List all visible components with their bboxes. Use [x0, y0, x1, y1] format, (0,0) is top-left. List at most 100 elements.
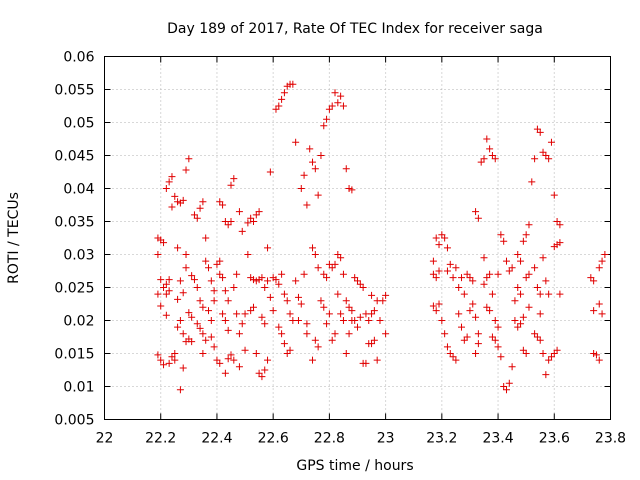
data-point — [309, 158, 317, 166]
data-point — [331, 330, 339, 338]
data-point — [179, 330, 187, 338]
data-point — [601, 251, 609, 258]
data-point — [370, 336, 378, 344]
data-point — [182, 338, 190, 346]
y-tick-label: 0.035 — [54, 215, 94, 231]
data-point — [157, 302, 165, 310]
data-point — [449, 274, 457, 282]
data-point — [429, 257, 437, 265]
data-point — [435, 300, 443, 308]
data-point — [280, 340, 288, 348]
data-point — [207, 317, 215, 324]
data-point — [157, 356, 165, 364]
data-point — [230, 175, 238, 183]
data-point — [210, 343, 218, 351]
data-point — [174, 244, 182, 252]
data-point — [154, 290, 162, 298]
data-point — [171, 192, 179, 200]
x-tick-label: 22.8 — [314, 431, 345, 447]
y-tick-label: 0.01 — [63, 380, 94, 396]
data-point — [429, 302, 437, 310]
data-point — [376, 317, 384, 324]
data-point — [165, 178, 173, 186]
y-tick-label: 0.02 — [63, 314, 94, 330]
plot-frame — [104, 56, 611, 420]
data-point — [522, 350, 530, 357]
data-point — [472, 350, 480, 357]
y-tick-label: 0.025 — [54, 281, 94, 297]
data-point — [458, 323, 466, 331]
x-tick-label: 23.6 — [539, 431, 570, 447]
data-point — [199, 330, 207, 338]
data-point — [528, 178, 536, 186]
data-point — [221, 369, 229, 377]
data-point — [494, 270, 502, 278]
data-point — [174, 323, 182, 331]
data-point — [202, 234, 210, 242]
data-point — [154, 251, 162, 258]
data-point — [536, 290, 544, 298]
data-point — [511, 297, 519, 305]
data-point — [241, 346, 249, 354]
data-point — [233, 270, 241, 278]
data-point — [199, 350, 207, 357]
data-point — [297, 185, 305, 192]
data-point — [244, 219, 252, 227]
data-point — [205, 264, 213, 272]
data-point — [519, 237, 527, 245]
data-point — [483, 135, 491, 143]
data-point — [165, 359, 173, 367]
data-point — [174, 295, 182, 303]
data-point — [337, 254, 345, 262]
data-point — [519, 313, 527, 321]
data-point — [494, 343, 502, 351]
x-tick-label: 23 — [377, 431, 395, 447]
data-point — [235, 363, 243, 371]
data-point — [517, 257, 525, 265]
data-point — [325, 310, 333, 318]
data-point — [179, 196, 187, 204]
data-point — [300, 270, 308, 278]
data-point — [171, 350, 179, 357]
data-point — [474, 330, 482, 338]
data-point — [283, 297, 291, 305]
data-point — [545, 290, 553, 298]
data-point — [323, 274, 331, 282]
data-point — [331, 260, 339, 268]
data-point — [491, 317, 499, 324]
x-tick-label: 22.6 — [258, 431, 289, 447]
data-point — [314, 191, 322, 199]
data-point — [435, 241, 443, 249]
data-point — [339, 102, 347, 110]
data-point — [280, 290, 288, 298]
x-tick-labels: 22 22.2 22.4 22.6 22.8 23 23.2 23.4 23.6 23.8 — [96, 431, 627, 447]
data-point — [522, 231, 530, 239]
data-point — [533, 284, 541, 291]
data-point — [525, 303, 533, 311]
data-point — [550, 191, 558, 199]
data-point — [359, 284, 367, 291]
data-point — [354, 323, 361, 331]
data-point — [497, 353, 505, 361]
data-point — [314, 343, 322, 351]
data-point — [598, 257, 606, 265]
data-point — [556, 239, 564, 247]
data-point — [224, 355, 232, 363]
data-point — [275, 323, 283, 331]
data-point — [266, 168, 274, 176]
data-point — [179, 289, 187, 297]
data-point — [219, 201, 227, 209]
data-point — [294, 317, 302, 324]
data-point — [348, 307, 356, 315]
y-tick-label: 0.045 — [54, 149, 94, 165]
data-point — [309, 244, 317, 252]
data-point — [190, 276, 198, 284]
data-point — [207, 277, 215, 285]
data-point — [452, 264, 460, 272]
data-point — [432, 274, 440, 282]
data-point — [502, 386, 510, 394]
data-point — [337, 92, 345, 100]
data-point — [362, 359, 370, 367]
data-points — [154, 80, 609, 394]
